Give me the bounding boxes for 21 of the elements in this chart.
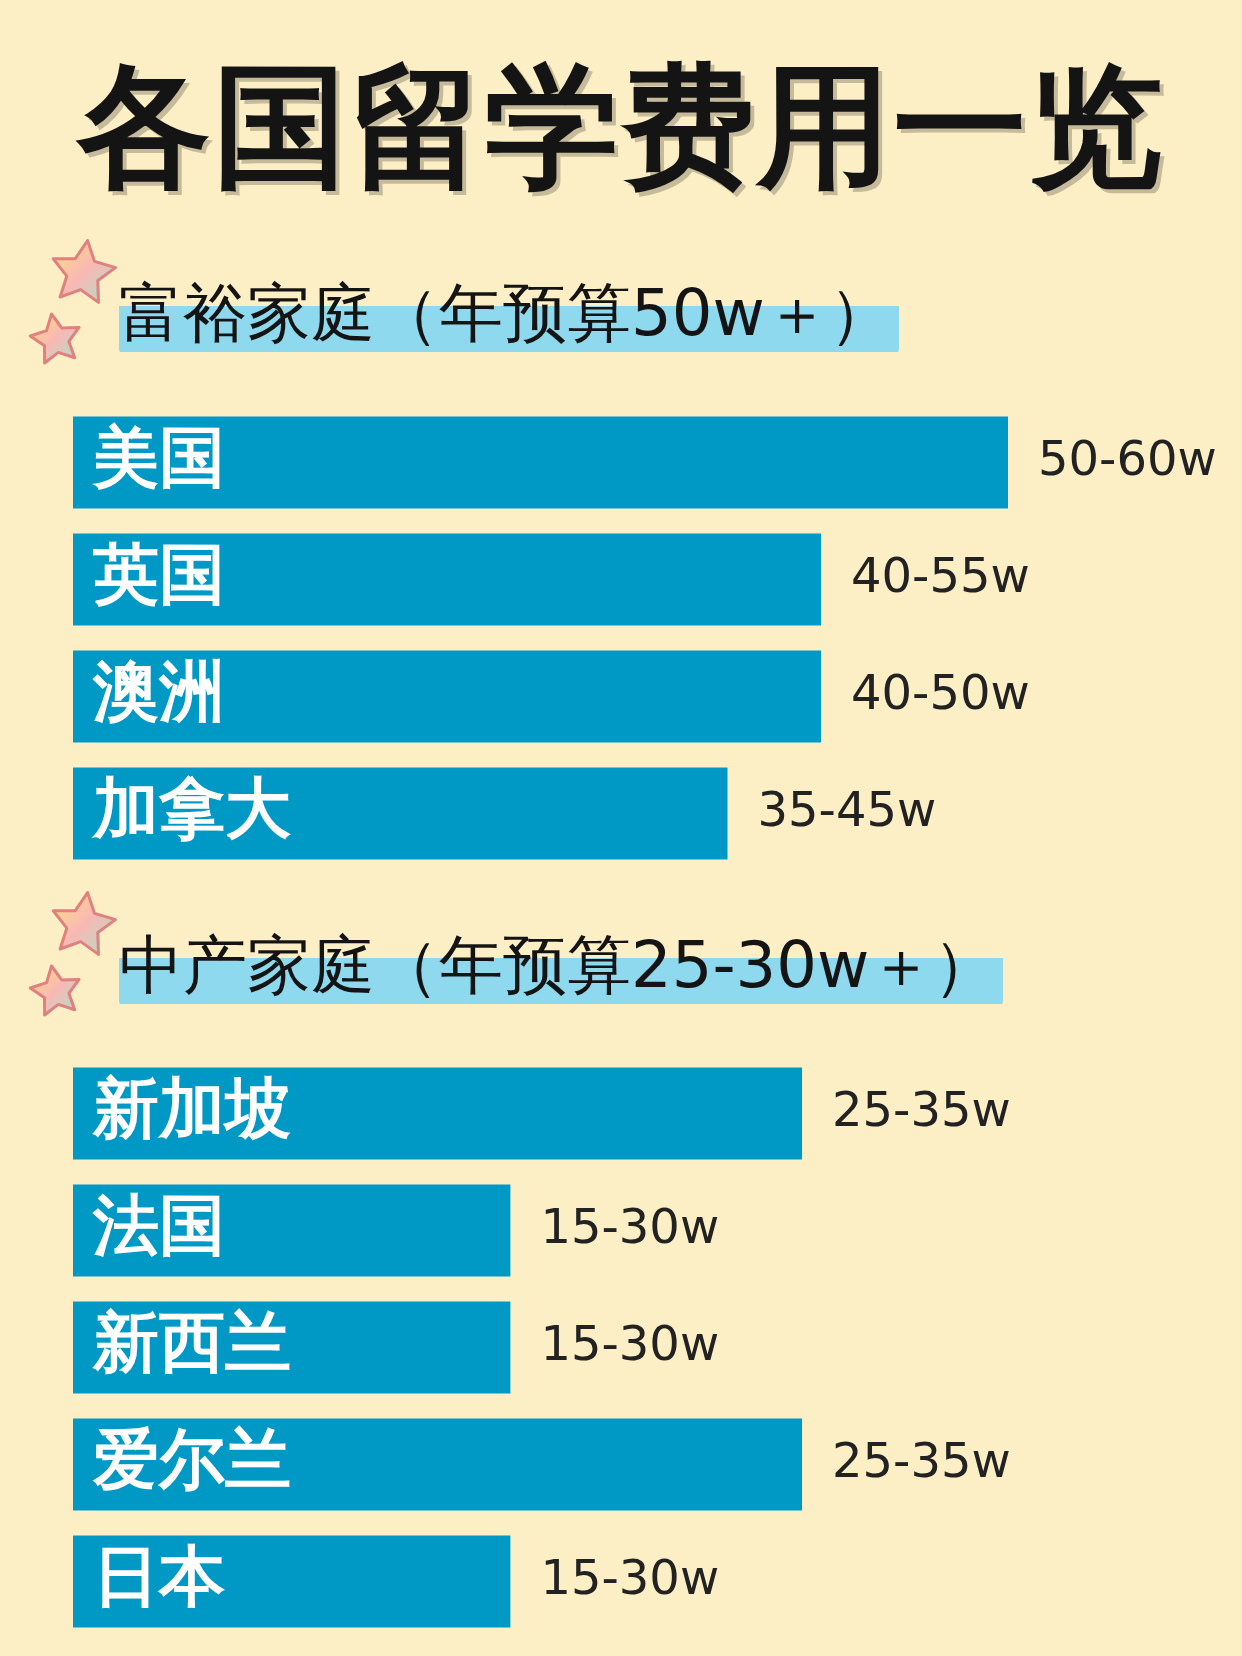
- data-label: 15-30w: [540, 1548, 720, 1605]
- y-tick-label: 新西兰: [92, 1303, 291, 1381]
- chart-subtitle: 富裕家庭（年预算50w＋）: [119, 271, 899, 355]
- y-tick-label: 法国: [92, 1186, 225, 1264]
- data-label: 25-35w: [832, 1080, 1011, 1137]
- data-label: 15-30w: [540, 1197, 720, 1254]
- y-tick-label: 英国: [92, 535, 225, 613]
- y-tick-label: 爱尔兰: [92, 1420, 291, 1498]
- y-tick-label: 澳洲: [92, 652, 225, 730]
- data-label: 40-50w: [851, 663, 1030, 720]
- data-label: 40-55w: [851, 546, 1030, 603]
- data-label: 15-30w: [540, 1314, 720, 1371]
- data-label: 35-45w: [757, 780, 937, 837]
- chart-subtitle: 中产家庭（年预算25-30w＋）: [119, 923, 1004, 1007]
- data-label: 50-60w: [1038, 429, 1217, 486]
- chart-title: 各国留学费用一览: [74, 48, 1166, 207]
- y-tick-label: 新加坡: [92, 1069, 291, 1147]
- y-tick-label: 加拿大: [91, 769, 291, 847]
- y-tick-label: 日本: [93, 1537, 225, 1615]
- data-label: 25-35w: [832, 1431, 1011, 1488]
- y-tick-label: 美国: [92, 418, 225, 496]
